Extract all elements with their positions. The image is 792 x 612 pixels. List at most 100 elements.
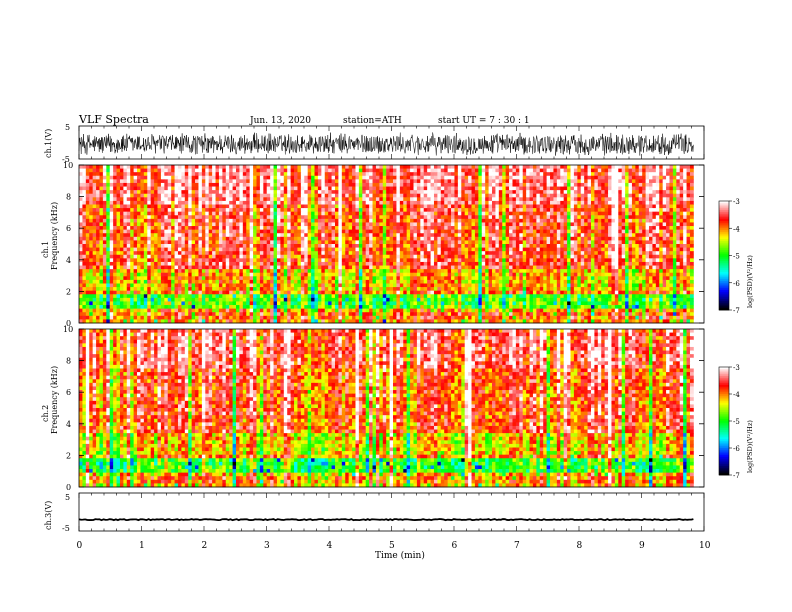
spectrogram-cell [512, 254, 517, 259]
spectrogram-cell [410, 182, 414, 187]
spectrogram-cell [321, 182, 326, 187]
spectrogram-cell [584, 179, 588, 184]
spectrogram-cell [451, 218, 455, 223]
spectrogram-cell [580, 218, 585, 223]
spectrogram-cell [225, 254, 230, 259]
spectrogram-cell [478, 247, 483, 252]
spectrogram-cell [433, 204, 438, 209]
spectrogram-cell [519, 179, 524, 184]
spectrogram-cell [683, 240, 687, 245]
spectrogram-cell [638, 208, 643, 213]
spectrogram-cell [324, 186, 329, 191]
spectrogram-cell [362, 211, 367, 216]
spectrogram-cell [604, 186, 609, 191]
spectrogram-cell [519, 244, 524, 248]
spectrogram-cell [509, 218, 513, 223]
spectrogram-cell [297, 175, 302, 180]
spectrogram-cell [150, 200, 155, 205]
spectrogram-cell [222, 186, 227, 191]
spectrogram-cell [423, 233, 428, 238]
spectrogram-cell [420, 233, 425, 238]
spectrogram-cell [236, 251, 240, 256]
spectrogram-cell [174, 215, 179, 220]
spectrogram-cell [355, 165, 360, 169]
spectrogram-cell [160, 258, 165, 263]
spectrogram-cell [205, 179, 210, 184]
spectrogram-cell [352, 172, 356, 177]
spectrogram-cell [273, 165, 278, 169]
spectrogram-cell [676, 193, 681, 198]
spectrogram-cell [215, 236, 220, 241]
spectrogram-cell [570, 218, 575, 223]
spectrogram-cell [79, 258, 83, 263]
spectrogram-cell [89, 172, 94, 177]
spectrogram-cell [355, 236, 360, 241]
spectrogram-cell [492, 254, 496, 259]
spectrogram-cell [468, 200, 472, 205]
spectrogram-cell [573, 236, 578, 241]
spectrogram-cell [437, 215, 442, 220]
spectrogram-cell [461, 197, 466, 202]
spectrogram-cell [324, 215, 329, 220]
spectrogram-cell [314, 172, 319, 177]
spectrogram-cell [488, 200, 493, 205]
spectrogram-cell [550, 165, 554, 169]
spectrogram-cell [543, 247, 547, 252]
spectrogram-cell [437, 254, 442, 259]
spectrogram-cell [113, 222, 117, 227]
spectrogram-cell [109, 208, 114, 213]
spectrogram-cell [177, 168, 182, 173]
spectrogram-cell [464, 193, 469, 198]
spectrogram-cell [577, 172, 582, 177]
spectrogram-cell [232, 172, 237, 177]
spectrogram-cell [294, 222, 298, 227]
spectrogram-cell [362, 236, 367, 241]
spectrogram-cell [601, 247, 606, 252]
spectrogram-cell [444, 244, 449, 248]
spectrogram-cell [474, 222, 479, 227]
spectrogram-cell [601, 165, 606, 169]
spectrogram-cell [515, 240, 520, 245]
spectrogram-cell [420, 200, 425, 205]
spectrogram-cell [560, 179, 565, 184]
spectrogram-cell [546, 222, 551, 227]
spectrogram-cell [427, 193, 431, 198]
spectrogram-cell [307, 211, 312, 216]
spectrogram-cell [430, 244, 435, 248]
spectrogram-cell [304, 211, 309, 216]
spectrogram-cell [222, 215, 227, 220]
spectrogram-cell [82, 222, 87, 227]
spectrogram-cell [539, 240, 544, 245]
spectrogram-cell [679, 229, 684, 234]
spectrogram-cell [529, 200, 534, 205]
spectrogram-cell [563, 222, 568, 227]
spectrogram-cell [399, 244, 404, 248]
spectrogram-cell [253, 182, 257, 187]
spectrogram-cell [447, 197, 452, 202]
spectrogram-cell [573, 165, 578, 169]
spectrogram-cell [263, 254, 268, 259]
spectrogram-cell [130, 236, 135, 241]
spectrogram-cell [584, 229, 588, 234]
spectrogram-cell [157, 247, 162, 252]
spectrogram-cell [294, 229, 298, 234]
spectrogram-cell [266, 244, 271, 248]
spectrogram-cell [666, 226, 670, 231]
spectrogram-cell [666, 193, 670, 198]
spectrogram-cell [461, 165, 466, 169]
spectrogram-cell [160, 197, 165, 202]
spectrogram-cell [573, 208, 578, 213]
spectrogram-cell [242, 175, 247, 180]
spectrogram-cell [263, 218, 268, 223]
spectrogram-cell [372, 236, 377, 241]
spectrogram-cell [259, 197, 264, 202]
spectrogram-cell [628, 215, 633, 220]
spectrogram-cell [451, 247, 455, 252]
spectrogram-cell [505, 258, 510, 263]
spectrogram-cell [526, 247, 530, 252]
spectrogram-cell [109, 175, 114, 180]
spectrogram-cell [106, 200, 111, 205]
spectrogram-cell [280, 215, 285, 220]
spectrogram-cell [451, 165, 455, 169]
spectrogram-cell [403, 229, 408, 234]
